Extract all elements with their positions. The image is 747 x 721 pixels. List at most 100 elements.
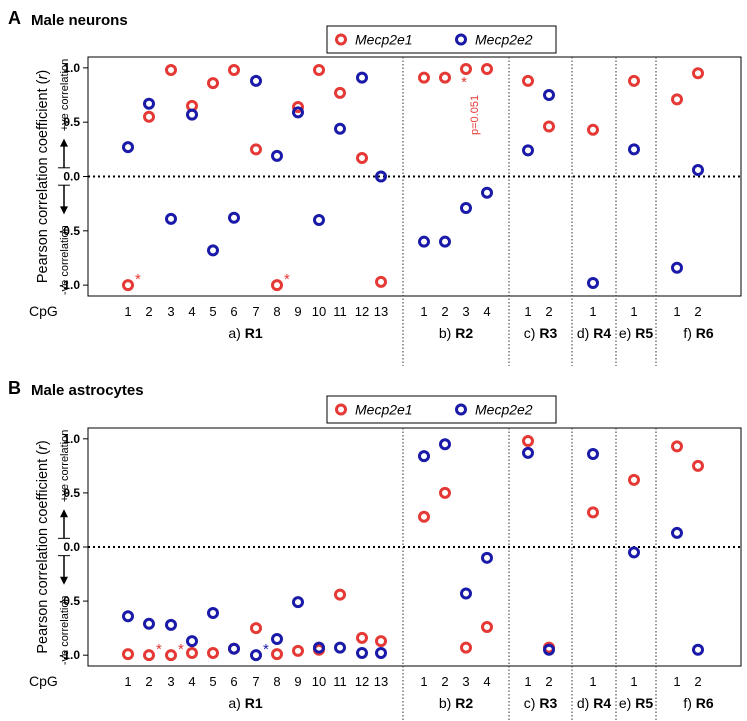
data-point-mecp2e2: [356, 71, 368, 84]
data-point-mecp2e1: [522, 74, 534, 87]
data-point-mecp2e1: [334, 588, 346, 601]
data-point-mecp2e2: [522, 446, 534, 459]
x-tick-label: 9: [294, 304, 301, 319]
data-point-mecp2e2: [122, 141, 134, 154]
data-point-mecp2e1: [481, 621, 493, 634]
region-label-prefix: b): [439, 695, 455, 711]
data-point-mecp2e2: [375, 170, 387, 183]
x-axis-label: CpG: [29, 303, 58, 319]
down-arrow-head: [60, 206, 68, 215]
x-tick-label: 2: [694, 304, 701, 319]
x-tick-label: 1: [589, 674, 596, 689]
region-label-name: R6: [696, 695, 714, 711]
region-label-name: R2: [455, 325, 473, 341]
x-axis-label: CpG: [29, 673, 58, 689]
x-tick-label: 1: [524, 304, 531, 319]
y-tick-label: -0.5: [59, 224, 80, 238]
legend-box: [326, 25, 557, 54]
data-point-mecp2e2: [228, 211, 240, 224]
region-label: b) R2: [439, 695, 473, 711]
x-tick-label: 13: [374, 304, 388, 319]
panel-a: A Male neurons Mecp2e1 Mecp2e2 1.0 0.5 0.0 -0.5…: [8, 8, 742, 366]
data-point-mecp2e1: [692, 459, 704, 472]
region-label: d) R4: [577, 325, 611, 341]
region-label: c) R3: [524, 695, 558, 711]
y-axis-title-part: r: [35, 444, 51, 450]
data-point-mecp2e2: [143, 97, 155, 110]
data-point-mecp2e1: [250, 622, 262, 635]
data-point-mecp2e1: [587, 123, 599, 136]
region-label-name: R4: [593, 695, 611, 711]
data-point-mecp2e1: [439, 71, 451, 84]
x-tick-label: 2: [145, 674, 152, 689]
data-point-mecp2e1: [460, 641, 472, 654]
data-point-mecp2e2: [165, 618, 177, 631]
region-label-prefix: a): [228, 695, 244, 711]
legend-marker: [335, 33, 347, 46]
data-point-mecp2e1: [250, 143, 262, 156]
x-tick-label: 10: [312, 674, 326, 689]
data-point-mecp2e2: [628, 546, 640, 559]
x-tick-label: 2: [441, 304, 448, 319]
data-point-mecp2e1: [165, 649, 177, 662]
region-r5: 1 e) R5: [619, 473, 653, 711]
region-r6: 1 2 f) R6: [671, 440, 714, 711]
y-axis-title-part: ): [35, 70, 51, 75]
region-r2: 1 2 3 4 b) R2: [418, 438, 493, 711]
region-label: e) R5: [619, 695, 653, 711]
y-tick-label: -1.0: [59, 648, 80, 662]
x-tick-label: 10: [312, 304, 326, 319]
legend: Mecp2e1 Mecp2e2: [326, 25, 557, 54]
x-tick-label: 2: [694, 674, 701, 689]
y-tick-label: 0.0: [63, 540, 80, 554]
data-point-mecp2e2: [460, 587, 472, 600]
panel-letter: A: [8, 8, 21, 28]
data-point-mecp2e2: [122, 610, 134, 623]
x-tick-label: 1: [420, 674, 427, 689]
y-tick-label: 1.0: [63, 61, 80, 75]
data-point-mecp2e2: [228, 642, 240, 655]
down-arrow-head: [60, 576, 68, 585]
data-point-mecp2e2: [334, 641, 346, 654]
data-point-mecp2e1: [628, 473, 640, 486]
region-label-name: R6: [696, 325, 714, 341]
region-label-name: R5: [635, 695, 653, 711]
region-r4: 1 d) R4: [577, 447, 611, 711]
data-point-mecp2e1: [186, 647, 198, 660]
region-label-name: R3: [539, 695, 557, 711]
region-label: b) R2: [439, 325, 473, 341]
x-tick-label: 13: [374, 674, 388, 689]
x-tick-label: 1: [673, 304, 680, 319]
data-point-mecp2e1: [228, 64, 240, 77]
data-point-mecp2e1: [207, 77, 219, 90]
data-point-mecp2e1: [692, 67, 704, 80]
region-label-prefix: d): [577, 325, 593, 341]
x-tick-label: 12: [355, 304, 369, 319]
y-tick-label: -0.5: [59, 594, 80, 608]
significance-asterisk: *: [178, 641, 184, 658]
region-r5: 1 e) R5: [619, 74, 653, 341]
data-point-mecp2e1: [375, 275, 387, 288]
significance-asterisk: *: [284, 271, 290, 288]
y-axis-title: Pearson correlation coefficient (r): [35, 440, 51, 653]
data-point-mecp2e2: [271, 632, 283, 645]
y-tick-label: 0.0: [63, 170, 80, 184]
legend-box: [326, 395, 557, 424]
x-tick-label: 6: [230, 304, 237, 319]
data-point-mecp2e2: [418, 450, 430, 463]
region-label-name: R4: [593, 325, 611, 341]
data-point-mecp2e2: [587, 447, 599, 460]
data-point-mecp2e1: [143, 649, 155, 662]
x-tick-label: 3: [167, 304, 174, 319]
data-point-mecp2e1: [460, 62, 472, 75]
data-point-mecp2e2: [334, 122, 346, 135]
region-label-prefix: e): [619, 695, 635, 711]
positive-correlation-label: +ve correlation: [59, 59, 71, 131]
significance-asterisk: *: [156, 641, 162, 658]
region-label-name: R3: [539, 325, 557, 341]
data-point-mecp2e2: [143, 617, 155, 630]
x-tick-label: 4: [188, 304, 195, 319]
x-tick-label: 4: [483, 304, 490, 319]
data-point-mecp2e2: [186, 635, 198, 648]
